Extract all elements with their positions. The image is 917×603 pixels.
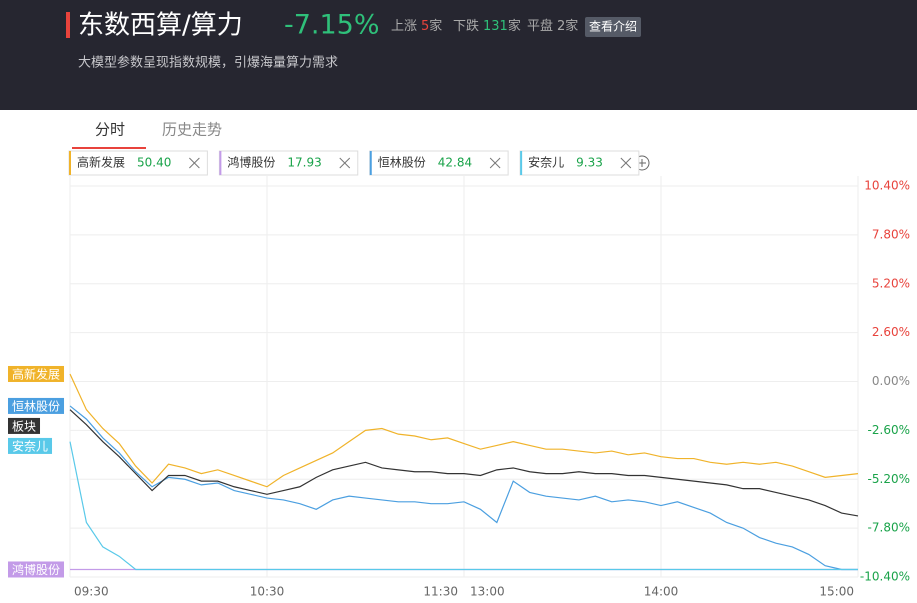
stat-label: 平盘 <box>527 18 553 34</box>
series-tag <box>8 437 53 454</box>
stat: 平盘 2家 <box>527 18 578 34</box>
change: -7.15% <box>284 10 380 41</box>
series-tag <box>8 417 41 434</box>
y-tick-label: -10.40% <box>860 570 910 584</box>
chip-close[interactable] <box>189 157 200 169</box>
chip-name[interactable]: 恒林股份 <box>378 156 426 170</box>
chip-name[interactable]: 鸿博股份 <box>227 155 275 170</box>
intro-button[interactable] <box>585 17 641 37</box>
series-tag-label: 高新发展 <box>12 366 60 381</box>
chip-close[interactable] <box>489 157 501 169</box>
series-tag <box>8 365 65 382</box>
series-tag-label: 鸿博股份 <box>12 562 60 577</box>
stat-count: 2 <box>557 19 565 34</box>
title-bar <box>66 12 70 38</box>
y-tick-label: -2.60% <box>868 423 910 437</box>
x-tick-label: 11:30 <box>423 585 458 599</box>
chip-box[interactable] <box>369 150 509 176</box>
legend-chip[interactable]: 安奈儿 9.33 <box>519 150 640 176</box>
chip-price[interactable]: 17.93 <box>287 156 321 170</box>
line <box>69 441 858 571</box>
x-tick-label: 10:30 <box>250 585 285 599</box>
line <box>69 405 858 571</box>
y-tick-label: 5.20% <box>872 276 910 290</box>
stat-unit: 家 <box>565 18 578 34</box>
y-tick-label: 10.40% <box>864 179 910 193</box>
subtitle: 大模型参数呈现指数规模，引爆海量算力需求 <box>78 55 338 71</box>
y-tick-label: 0.00% <box>872 374 910 388</box>
stat-count: 5 <box>421 19 429 34</box>
intro-button-label[interactable]: 查看介绍 <box>589 20 637 34</box>
chip-color[interactable] <box>520 151 523 175</box>
y-tick-label: -7.80% <box>868 521 910 535</box>
chip-close[interactable] <box>339 157 351 169</box>
stat-unit: 家 <box>429 18 442 34</box>
stat-label: 下跌 <box>453 18 479 34</box>
stat-count: 131 <box>483 19 508 34</box>
index-line <box>69 409 859 517</box>
y-tick-label: -5.20% <box>868 472 910 486</box>
header-bg <box>0 0 917 110</box>
chip-close[interactable] <box>620 157 632 169</box>
chip-color[interactable] <box>369 151 372 175</box>
chip-price[interactable]: 9.33 <box>576 156 603 170</box>
x-tick-label: 14:00 <box>644 585 679 599</box>
y-tick-label: 2.60% <box>872 325 910 339</box>
tab[interactable]: 历史走势 <box>162 121 222 139</box>
tab-active[interactable]: 分时 <box>95 121 125 139</box>
chip-price[interactable]: 50.40 <box>137 156 171 170</box>
series-tag <box>8 561 65 578</box>
stat: 下跌 131家 <box>453 18 521 34</box>
line <box>69 373 859 488</box>
series-tag-label: 安奈儿 <box>12 438 48 453</box>
series-tag-label: 板块 <box>12 419 36 433</box>
x-tick-label: 15:00 <box>819 585 854 599</box>
tab-underline <box>72 147 146 149</box>
chip-color[interactable] <box>69 151 71 175</box>
legend-chip[interactable]: 鸿博股份 17.93 <box>218 150 359 176</box>
chip-name[interactable]: 高新发展 <box>77 155 125 170</box>
legend-chip[interactable]: 恒林股份 42.84 <box>369 150 509 176</box>
x-tick-label: 13:00 <box>470 585 505 599</box>
title: 东数西算/算力 <box>78 11 243 41</box>
stat-label: 上涨 <box>391 19 417 34</box>
chip-price[interactable]: 42.84 <box>438 156 472 170</box>
series-tag-label: 恒林股份 <box>12 399 60 413</box>
legend-chip[interactable]: 高新发展 50.40 <box>68 150 208 176</box>
chip-color[interactable] <box>219 151 222 175</box>
x-tick-label: 09:30 <box>74 585 109 599</box>
stat: 上涨 5家 <box>391 18 442 34</box>
y-tick-label: 7.80% <box>872 227 910 241</box>
stat-unit: 家 <box>508 18 521 34</box>
chip-name[interactable]: 安奈儿 <box>528 155 564 170</box>
series-tag <box>8 397 65 414</box>
